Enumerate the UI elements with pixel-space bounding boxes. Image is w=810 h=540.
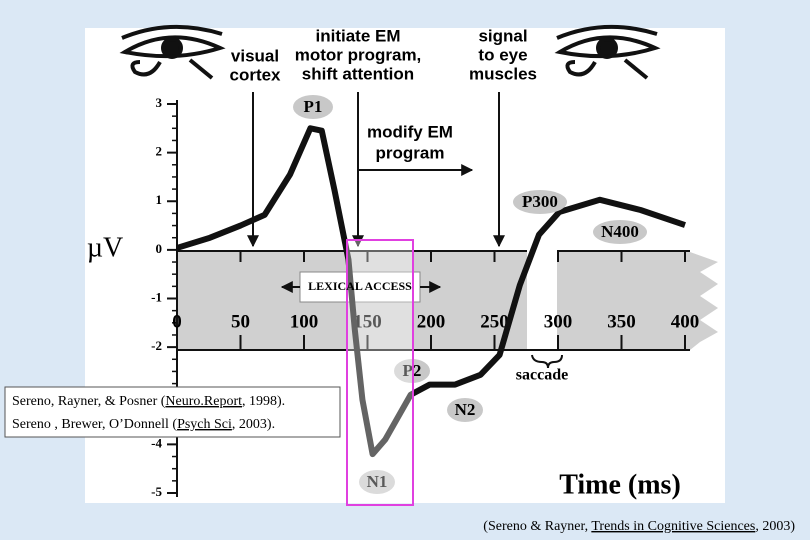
annotation: signal (478, 26, 527, 45)
citation-part: , 2003). (232, 417, 275, 432)
y-tick-label: -1 (151, 289, 162, 304)
source-note-part: (Sereno & Rayner, (483, 519, 591, 534)
y-tick-label: 0 (156, 241, 163, 256)
citation: Sereno, Rayner, & Posner (Neuro.Report, … (12, 394, 285, 409)
annotation: initiate EM (315, 26, 400, 45)
y-tick-label: 3 (156, 95, 163, 110)
x-tick-label: 350 (607, 311, 636, 332)
source-note: (Sereno & Rayner, Trends in Cognitive Sc… (483, 519, 795, 534)
component-label: P300 (522, 192, 558, 211)
component-badge (359, 470, 395, 494)
x-axis-title: Time (ms) (559, 469, 681, 500)
annotation: cortex (229, 65, 281, 84)
component-label: N1 (367, 472, 388, 491)
citation-part: Sereno, Rayner, & Posner ( (12, 394, 166, 409)
highlight-box (346, 239, 414, 506)
citation-part: , 1998). (242, 394, 285, 409)
waveform (176, 125, 686, 458)
citation-box (4, 386, 341, 438)
annotation: modify EM (367, 122, 453, 141)
citation: Sereno , Brewer, O’Donnell (Psych Sci, 2… (12, 417, 275, 432)
annotation: motor program, (295, 45, 422, 64)
component-badge (293, 95, 333, 119)
component-badge (593, 220, 647, 244)
annotation: to eye (478, 45, 527, 64)
y-tick-label: -4 (151, 435, 162, 450)
x-tick-label: 100 (290, 311, 319, 332)
annotation: visual (231, 46, 279, 65)
annotation: shift attention (302, 64, 414, 83)
eye-icons (119, 24, 661, 80)
y-axis-title: µV (87, 232, 123, 263)
y-tick-label: 2 (156, 144, 163, 159)
y-tick-label: -2 (151, 338, 162, 353)
annotation: muscles (469, 64, 537, 83)
component-badge (513, 190, 567, 214)
y-tick-label: -5 (151, 484, 162, 499)
component-label: N400 (601, 222, 639, 241)
source-note-part: Trends in Cognitive Sciences (591, 519, 755, 534)
annotation: program (376, 143, 445, 162)
x-tick-label: 250 (480, 311, 509, 332)
component-badge (447, 398, 483, 422)
citation-part: Psych Sci (177, 417, 232, 432)
x-tick-label: 200 (417, 311, 446, 332)
component-label: N2 (455, 400, 476, 419)
component-label: P1 (304, 97, 323, 116)
gray-band (177, 250, 718, 369)
x-tick-label: 150 (353, 311, 382, 332)
citation-part: Sereno , Brewer, O’Donnell ( (12, 417, 177, 432)
annotation: saccade (516, 367, 568, 384)
x-tick-label: 300 (544, 311, 573, 332)
citation-part: Neuro.Report (165, 394, 242, 409)
x-tick-label: 400 (671, 311, 700, 332)
source-note-part: , 2003) (755, 519, 795, 534)
x-tick-label: 0 (172, 311, 182, 332)
x-tick-label: 50 (231, 311, 250, 332)
annotation: LEXICAL ACCESS (308, 279, 412, 293)
y-tick-label: 1 (156, 192, 163, 207)
